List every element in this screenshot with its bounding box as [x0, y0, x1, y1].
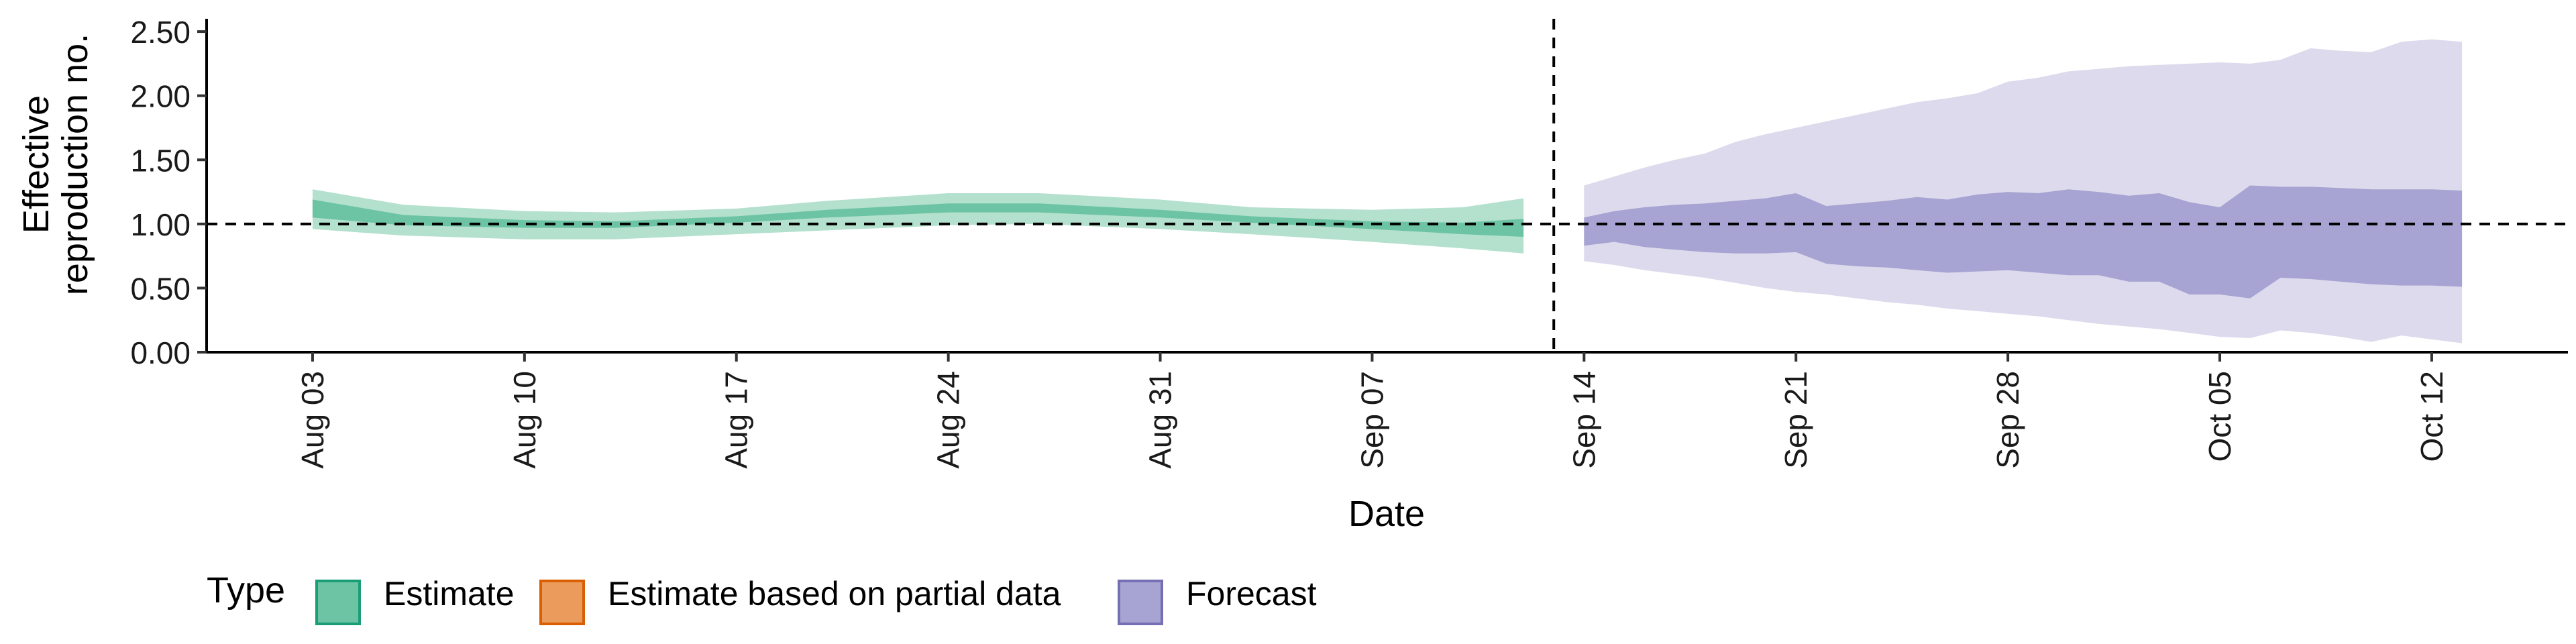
x-tick-label: Oct 12 [2414, 371, 2449, 462]
estimate-inner-band [312, 199, 1524, 237]
legend-title: Type [207, 570, 285, 610]
legend-label: Estimate [384, 575, 515, 612]
y-axis-title-line-2: reproduction no. [55, 34, 95, 295]
axes-layer: 0.00 0.50 1.00 1.50 2.00 2.50 Aug 03 Aug 10 Aug … [130, 15, 2568, 469]
x-axis-title: Date [1348, 494, 1425, 534]
y-axis-title: Effective reproduction no. [16, 34, 95, 295]
ribbon-layer [312, 39, 2463, 343]
x-tick-label: Aug 31 [1143, 371, 1178, 469]
x-tick-label: Oct 05 [2202, 371, 2237, 462]
legend-label: Estimate based on partial data [608, 575, 1061, 612]
x-tick-label: Sep 07 [1354, 371, 1389, 469]
x-tick-label: Sep 28 [1990, 371, 2025, 469]
x-tick-label: Aug 17 [719, 371, 754, 469]
y-tick-label: 1.00 [130, 207, 191, 242]
legend-key-estimate [315, 580, 361, 625]
legend-key-estimate-based-on-partial-data [539, 580, 585, 625]
legend-key-forecast [1118, 580, 1163, 625]
x-tick-label: Aug 10 [507, 371, 542, 469]
x-tick-label: Aug 24 [931, 371, 966, 469]
x-tick-label: Aug 03 [295, 371, 330, 469]
y-tick-label: 0.00 [130, 335, 191, 370]
estimate-outer-band [312, 189, 1524, 254]
y-tick-label: 1.50 [130, 143, 191, 178]
y-axis-title-line-1: Effective [16, 95, 56, 233]
y-tick-label: 2.50 [130, 15, 191, 50]
y-tick-label: 0.50 [130, 271, 191, 306]
y-tick-label: 2.00 [130, 79, 191, 114]
x-tick-label: Sep 14 [1566, 371, 1601, 469]
x-tick-label: Sep 21 [1778, 371, 1813, 469]
forecast-inner-band [1584, 185, 2463, 299]
legend-label: Forecast [1186, 575, 1317, 612]
legend: Type Estimate Estimate based on partial da… [207, 570, 1317, 625]
